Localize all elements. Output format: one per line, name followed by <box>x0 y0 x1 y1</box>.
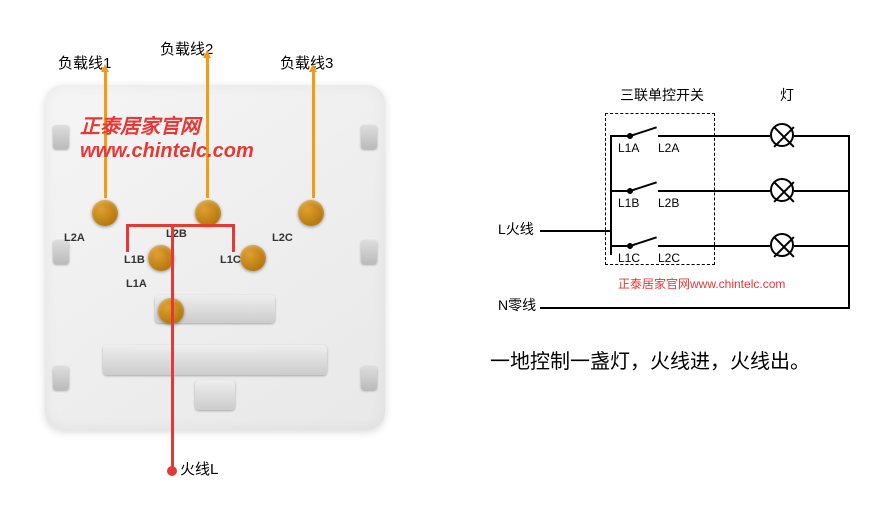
mount-tab <box>53 125 69 149</box>
lamp-symbol <box>770 178 794 202</box>
watermark-right: 正泰居家官网www.chintelc.com <box>618 275 785 292</box>
terminal-label-L2B: L2B <box>166 228 187 240</box>
l-line-label: L火线 <box>498 219 534 239</box>
watermark-line2: www.chintelc.com <box>80 140 254 162</box>
schematic-diagram: 三联单控开关 灯 L火线 N零线 L1A L2A L1B L2B <box>490 85 870 345</box>
fire-label: 火线L <box>180 458 218 479</box>
terminal-L2C <box>298 200 324 226</box>
lamp-symbol <box>770 233 794 257</box>
center-mold <box>103 345 327 375</box>
lamp-symbol <box>770 123 794 147</box>
row-label-L2A: L2A <box>658 141 679 155</box>
lamp-wire-in <box>730 245 770 247</box>
fire-wire-end <box>167 466 177 476</box>
row-label-L2C: L2C <box>658 251 680 265</box>
terminal-label-L1B: L1B <box>124 254 145 266</box>
lamp-wire-in <box>730 190 770 192</box>
terminal-label-L2A: L2A <box>64 232 85 244</box>
terminal-label-L1C: L1C <box>220 254 241 266</box>
fire-wire <box>171 224 174 470</box>
load-label-3: 负载线3 <box>280 52 333 73</box>
row-label-L2B: L2B <box>658 196 679 210</box>
l-line <box>540 230 610 232</box>
lamp-wire-out <box>794 245 850 247</box>
terminal-L2B <box>195 200 221 226</box>
n-line <box>540 307 850 309</box>
terminal-label-L1A: L1A <box>126 278 147 290</box>
terminal-L2A <box>92 200 118 226</box>
row-label-L1A: L1A <box>618 141 639 155</box>
center-mold <box>195 380 235 410</box>
load-wire-3 <box>312 70 315 198</box>
red-bridge-drop1 <box>126 224 129 252</box>
sw-out <box>658 135 730 137</box>
mount-tab <box>361 240 377 264</box>
sw-out <box>658 245 730 247</box>
caption-text: 一地控制一盏灯，火线进，火线出。 <box>490 345 810 374</box>
mount-tab <box>361 366 377 390</box>
schematic-title-switch: 三联单控开关 <box>620 85 704 105</box>
lamp-wire-out <box>794 135 850 137</box>
terminal-L1C <box>240 245 266 271</box>
terminal-label-L2C: L2C <box>272 232 293 244</box>
l-bus <box>610 135 612 255</box>
row-label-L1C: L1C <box>618 251 640 265</box>
red-bridge-wire <box>126 224 234 227</box>
row-label-L1B: L1B <box>618 196 639 210</box>
mount-tab <box>53 366 69 390</box>
sw-out <box>658 190 730 192</box>
mount-tab <box>361 125 377 149</box>
n-return <box>848 135 850 309</box>
lamp-wire-in <box>730 135 770 137</box>
n-line-label: N零线 <box>498 295 536 315</box>
watermark-left: 正泰居家官网 www.chintelc.com <box>80 115 254 163</box>
schematic-title-lamp: 灯 <box>780 85 794 105</box>
red-bridge-drop2 <box>232 224 235 252</box>
watermark-line1: 正泰居家官网 <box>80 116 200 138</box>
lamp-wire-out <box>794 190 850 192</box>
